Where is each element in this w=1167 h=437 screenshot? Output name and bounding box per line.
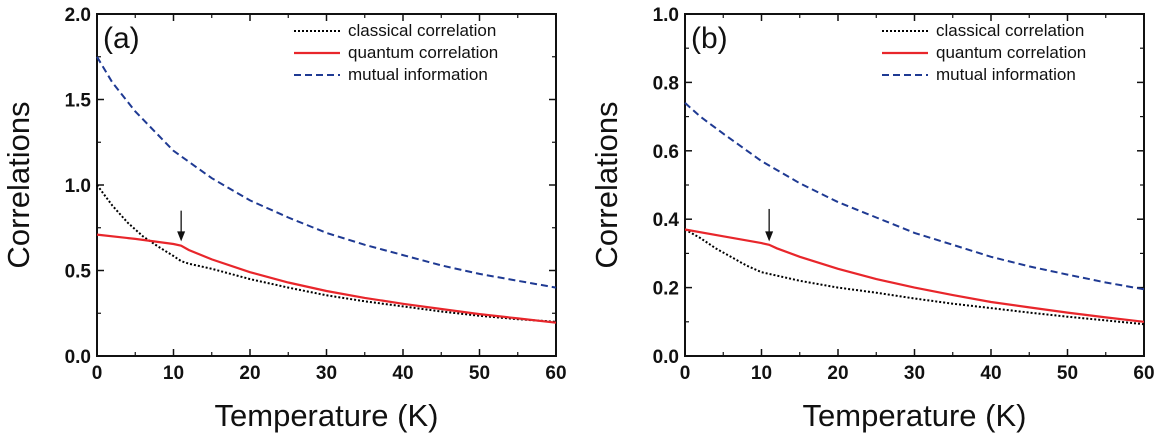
x-tick-label: 30 [316, 363, 337, 384]
x-tick-label: 10 [751, 363, 772, 384]
x-tick-label: 30 [904, 363, 925, 384]
legend-label: quantum correlation [936, 43, 1086, 62]
y-tick-label: 0.6 [653, 142, 679, 163]
series-line-mutual-information [684, 102, 1145, 291]
x-tick-label: 20 [827, 363, 848, 384]
y-tick-label: 0.5 [65, 262, 92, 283]
y-tick-label: 1.0 [65, 176, 91, 197]
x-axis-title: Temperature (K) [215, 398, 439, 433]
y-tick-label: 0.4 [653, 210, 680, 231]
panel-label: (a) [103, 22, 140, 55]
y-tick-label: 0.8 [653, 73, 679, 94]
legend-label: classical correlation [936, 21, 1084, 40]
chart-panel-a: 0 10 20 30 40 50 60 0.0 0.5 1.0 1.5 2.0 Temperature … [1, 5, 567, 433]
legend-label: classical correlation [348, 21, 496, 40]
y-tick-label: 1.0 [653, 5, 679, 26]
series-line-quantum-correlation [96, 233, 557, 324]
series-line-quantum-correlation [684, 228, 1145, 323]
x-tick-label: 60 [545, 363, 566, 384]
x-tick-label: 50 [469, 363, 490, 384]
x-tick-label: 60 [1133, 363, 1154, 384]
y-axis-title: Correlations [589, 101, 624, 268]
y-tick-label: 1.5 [65, 91, 92, 112]
x-tick-label: 0 [92, 363, 103, 384]
x-tick-label: 40 [980, 363, 1001, 384]
series-line-classical-correlation [96, 184, 557, 323]
x-tick-label: 50 [1057, 363, 1078, 384]
panel-label: (b) [691, 22, 728, 55]
legend-label: quantum correlation [348, 43, 498, 62]
y-tick-label: 0.0 [65, 347, 91, 368]
x-tick-label: 20 [239, 363, 260, 384]
series-line-classical-correlation [684, 228, 1145, 326]
chart-panel-b: 0 10 20 30 40 50 60 0.0 0.2 0.4 0.6 0.8 1.0 Temperatu… [589, 5, 1155, 433]
y-axis-title: Correlations [1, 101, 36, 268]
y-tick-label: 0.2 [653, 279, 679, 300]
legend-label: mutual information [936, 65, 1076, 84]
series-line-mutual-information [96, 56, 557, 289]
annotation-arrow-head [177, 231, 186, 242]
x-axis-title: Temperature (K) [803, 398, 1027, 433]
y-tick-label: 0.0 [653, 347, 679, 368]
x-tick-label: 10 [163, 363, 184, 384]
annotation-arrow-head [765, 231, 774, 242]
y-tick-label: 2.0 [65, 5, 91, 26]
x-tick-label: 0 [680, 363, 691, 384]
x-tick-label: 40 [392, 363, 413, 384]
legend-label: mutual information [348, 65, 488, 84]
